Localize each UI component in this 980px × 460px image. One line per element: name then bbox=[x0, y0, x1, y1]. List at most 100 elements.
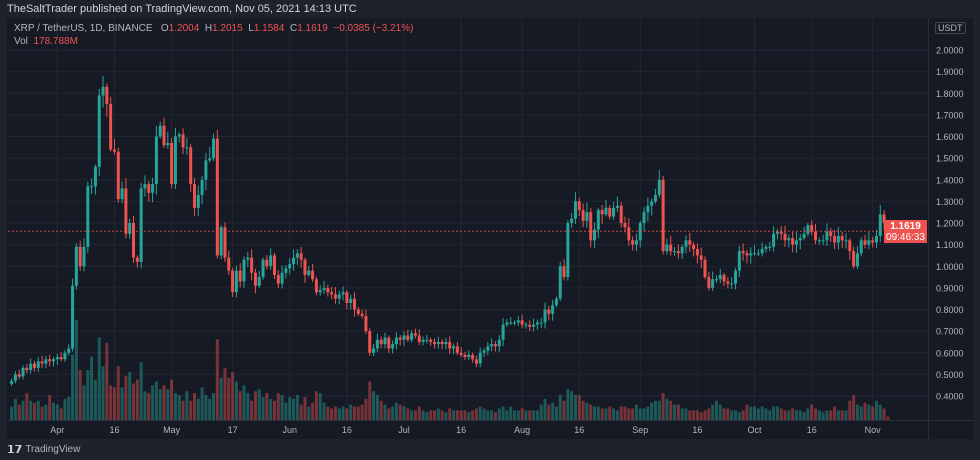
candle-body bbox=[688, 240, 692, 245]
volume-bar bbox=[756, 408, 760, 420]
volume-bar bbox=[170, 379, 174, 420]
candle-body bbox=[768, 246, 772, 248]
candle-body bbox=[82, 246, 86, 267]
price-tick-label: 0.5000 bbox=[936, 370, 964, 380]
time-tick-label: 16 bbox=[109, 425, 119, 435]
footer-brand[interactable]: 𝟭𝟳 TradingView bbox=[7, 443, 80, 456]
volume-bar bbox=[505, 410, 509, 420]
candle-body bbox=[398, 337, 402, 340]
candle-body bbox=[722, 274, 726, 282]
candle-body bbox=[539, 322, 543, 324]
candle-body bbox=[269, 255, 273, 267]
volume-bar bbox=[680, 408, 684, 420]
candle-body bbox=[238, 270, 242, 282]
candle-body bbox=[798, 238, 802, 241]
time-tick-label: Oct bbox=[748, 425, 763, 435]
candle-body bbox=[322, 287, 326, 291]
volume-bar bbox=[509, 406, 513, 420]
volume-bar bbox=[17, 404, 21, 420]
candle-body bbox=[360, 313, 364, 316]
candle-body bbox=[132, 223, 136, 258]
candle-body bbox=[25, 367, 29, 371]
volume-bar bbox=[524, 410, 528, 420]
open-label: O bbox=[160, 23, 169, 34]
volume-bar bbox=[833, 406, 837, 420]
volume-bar bbox=[322, 402, 326, 420]
volume-bar bbox=[257, 389, 261, 420]
candle-body bbox=[120, 188, 124, 200]
volume-bar bbox=[768, 410, 772, 420]
volume-bar bbox=[787, 410, 791, 420]
volume-bar bbox=[219, 377, 223, 420]
candle-body bbox=[535, 322, 539, 325]
volume-bar bbox=[13, 398, 17, 420]
candle-body bbox=[253, 272, 257, 286]
candle-body bbox=[714, 279, 718, 281]
price-tick-label: 1.7000 bbox=[936, 110, 964, 120]
symbol-name[interactable]: XRP / TetherUS, 1D, BINANCE bbox=[14, 23, 153, 34]
volume-bar bbox=[32, 402, 36, 420]
candle-body bbox=[44, 359, 48, 364]
volume-bar bbox=[284, 402, 288, 420]
candle-body bbox=[128, 223, 132, 234]
volume-bar bbox=[714, 400, 718, 420]
volume-bar bbox=[292, 398, 296, 420]
volume-bar bbox=[760, 406, 764, 420]
candle-body bbox=[158, 125, 162, 137]
candle-body bbox=[234, 270, 238, 293]
volume-bar bbox=[783, 410, 787, 420]
last-price: 1.1619 bbox=[890, 220, 921, 232]
candle-body bbox=[368, 331, 372, 353]
volume-bar bbox=[448, 408, 452, 420]
candle-body bbox=[29, 363, 33, 371]
volume-bar bbox=[840, 410, 844, 420]
candle-body bbox=[852, 251, 856, 267]
volume-bar bbox=[547, 404, 551, 420]
candle-body bbox=[364, 315, 368, 332]
volume-bar bbox=[619, 406, 623, 420]
volume-bar bbox=[848, 400, 852, 420]
volume-bar bbox=[726, 408, 730, 420]
volume-bar bbox=[703, 410, 707, 420]
candle-body bbox=[67, 348, 71, 353]
candle-body bbox=[760, 248, 764, 254]
volume-bar bbox=[581, 400, 585, 420]
candle-body bbox=[52, 359, 56, 362]
candle-body bbox=[299, 253, 303, 260]
candle-body bbox=[516, 320, 520, 323]
volume-bar bbox=[272, 400, 276, 420]
volume-bar bbox=[299, 404, 303, 420]
volume-bar bbox=[695, 410, 699, 420]
candle-body bbox=[349, 298, 353, 304]
candle-body bbox=[433, 341, 437, 345]
candle-body bbox=[825, 231, 829, 241]
volume-bar bbox=[391, 406, 395, 420]
candle-body bbox=[749, 253, 753, 256]
currency-badge[interactable]: USDT bbox=[935, 22, 966, 34]
candle-body bbox=[661, 179, 665, 252]
candle-body bbox=[833, 235, 837, 243]
volume-bar bbox=[143, 391, 147, 420]
candle-body bbox=[292, 257, 296, 265]
volume-bar bbox=[825, 410, 829, 420]
price-tick-label: 1.9000 bbox=[936, 67, 964, 77]
time-tick-label: May bbox=[163, 425, 181, 435]
volume-bar bbox=[67, 396, 71, 420]
time-tick-label: 17 bbox=[228, 425, 238, 435]
candle-body bbox=[463, 354, 467, 358]
candle-body bbox=[806, 225, 810, 234]
volume-bar bbox=[829, 410, 833, 420]
volume-bar bbox=[566, 389, 570, 420]
volume-bar bbox=[436, 408, 440, 420]
volume-bar bbox=[794, 410, 798, 420]
candle-body bbox=[63, 352, 67, 360]
volume-bar bbox=[749, 406, 753, 420]
volume-bar bbox=[673, 404, 677, 420]
volume-bar bbox=[406, 408, 410, 420]
candle-body bbox=[859, 240, 863, 254]
candle-body bbox=[288, 264, 292, 269]
candle-body bbox=[730, 283, 734, 285]
candle-body bbox=[311, 270, 315, 280]
candle-body bbox=[86, 186, 90, 247]
